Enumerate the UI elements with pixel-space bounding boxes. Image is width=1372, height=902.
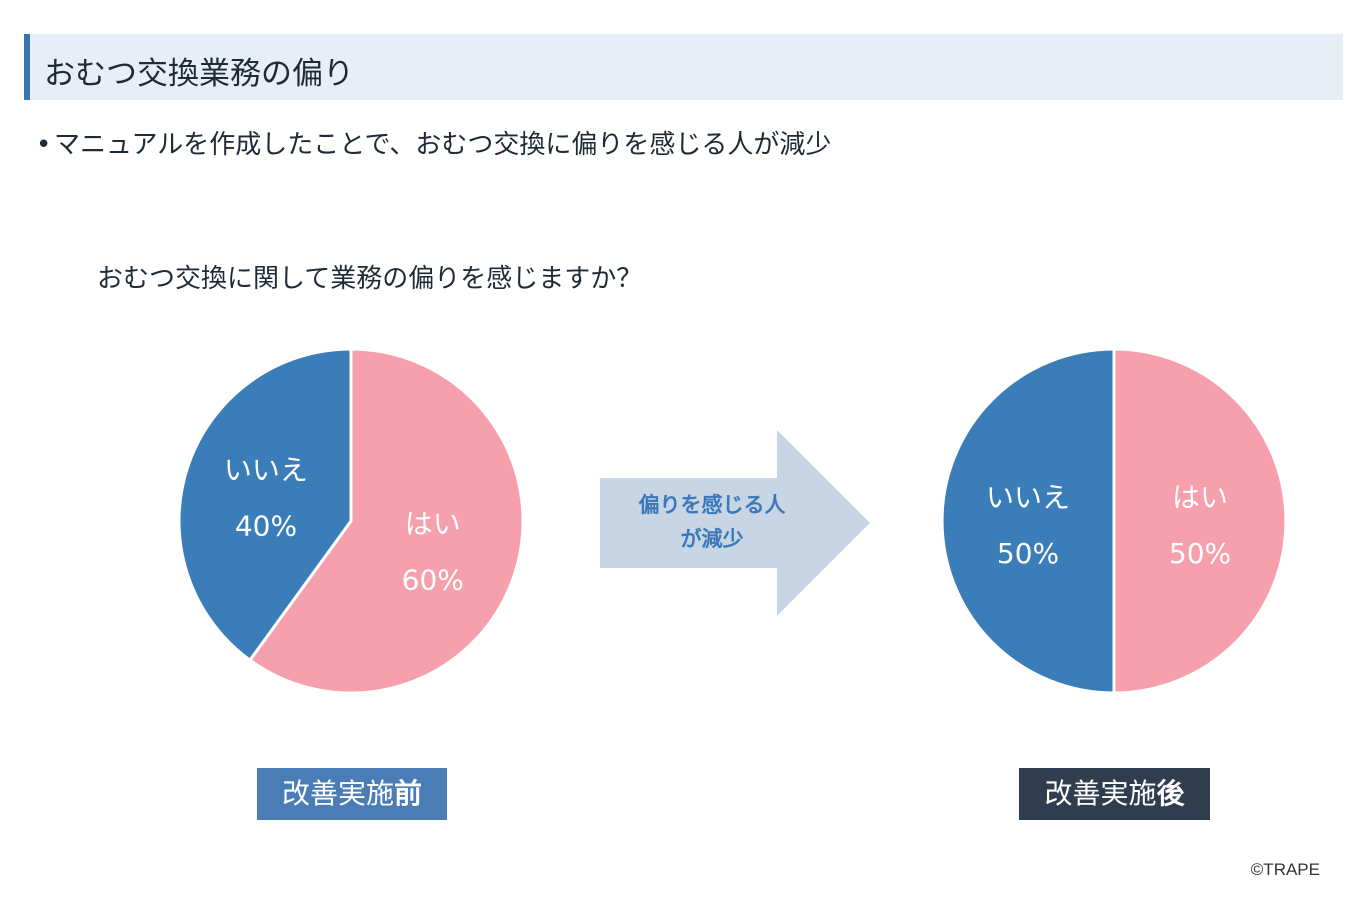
pie-0-slice-0-value: 60%	[402, 564, 464, 597]
pie-1-slice-1-label: いいえ	[986, 481, 1070, 514]
copyright-credit: ©TRAPE	[1250, 860, 1320, 879]
caption-before-main: 改善実施	[281, 777, 394, 810]
pie-1-slice-1	[940, 347, 1116, 695]
pie-chart-after: はい 50% いいえ 50%	[940, 347, 1288, 695]
arrow-label-line1: 偏りを感じる人	[638, 493, 786, 517]
arrow-label-line2: が減少	[680, 527, 744, 551]
pie-0-slice-0-label: はい	[405, 508, 461, 541]
caption-after: 改善実施後	[1019, 768, 1210, 820]
pie-chart-before: はい 60% いいえ 40%	[177, 347, 525, 695]
page-title: おむつ交換業務の偏り	[44, 56, 354, 92]
pie-1-slice-0-value: 50%	[1169, 537, 1231, 570]
caption-after-bold: 後	[1156, 777, 1185, 810]
decrease-arrow: 偏りを感じる人 が減少	[600, 430, 872, 616]
caption-after-main: 改善実施	[1044, 777, 1157, 810]
summary-text: マニュアルを作成したことで、おむつ交換に偏りを感じる人が減少	[54, 130, 832, 160]
pie-0-slice-0	[247, 347, 525, 695]
title-bar: おむつ交換業務の偏り	[24, 34, 1343, 100]
pie-0-slice-1-label: いいえ	[224, 453, 308, 486]
pie-1-slice-0-label: はい	[1172, 481, 1228, 514]
arrow-shape	[600, 430, 870, 616]
pie-0-slice-1-value: 40%	[235, 509, 297, 542]
caption-before-bold: 前	[394, 777, 423, 810]
bullet-marker: •	[36, 130, 52, 160]
caption-before: 改善実施前	[257, 768, 447, 820]
pie-0-slice-1	[177, 347, 353, 663]
summary-bullet: • マニュアルを作成したことで、おむつ交換に偏りを感じる人が減少	[36, 124, 831, 161]
pie-1-slice-0	[1112, 347, 1288, 695]
arrow-label: 偏りを感じる人 が減少	[614, 488, 810, 556]
pie-1-slice-1-value: 50%	[997, 537, 1059, 570]
survey-question: おむつ交換に関して業務の偏りを感じますか？	[97, 264, 643, 294]
